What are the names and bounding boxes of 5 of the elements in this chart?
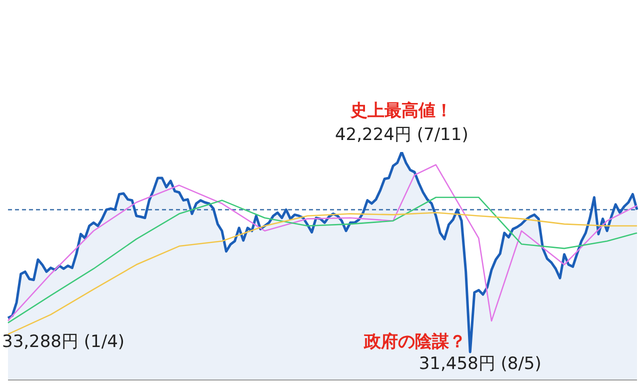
- text: 史上最高値！: [350, 101, 453, 121]
- annotation: 33,288円 (1/4): [2, 332, 125, 352]
- text: 42,224円 (7/11): [334, 125, 468, 145]
- annotation: 政府の陰謀？: [363, 332, 466, 352]
- annotation: 31,458円 (8/5): [418, 354, 542, 374]
